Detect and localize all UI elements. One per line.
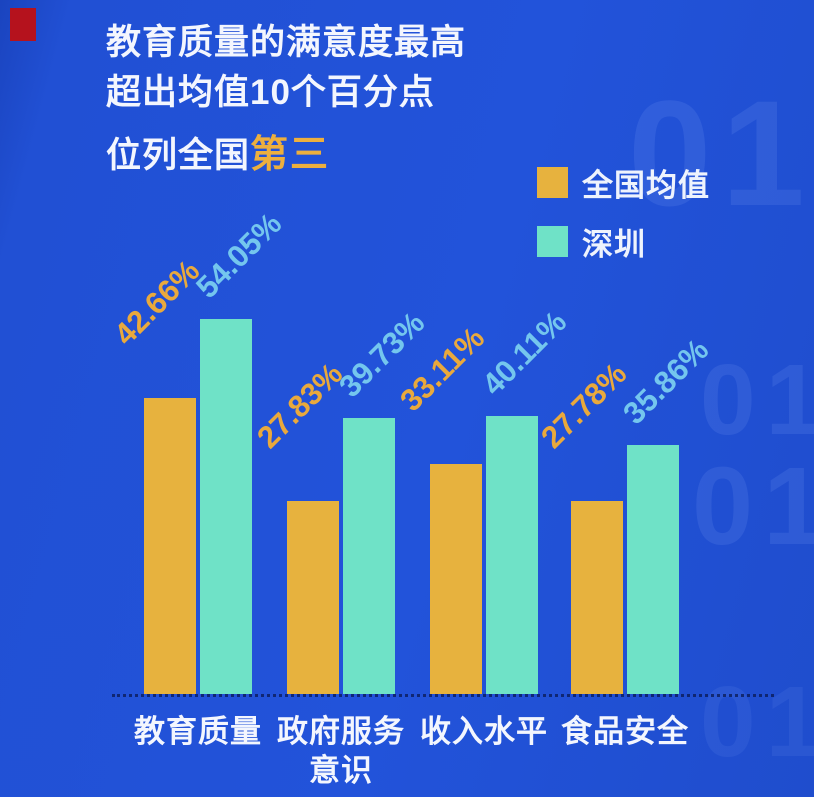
background-digits-watermark: 01: [628, 69, 814, 237]
bar-shenzhen-1: [343, 418, 395, 694]
bar-value-label: 54.05%: [189, 205, 289, 305]
title-line-2: 超出均值10个百分点: [106, 73, 435, 112]
bar-shenzhen-0: [200, 319, 252, 694]
legend-swatch-orange: [537, 167, 568, 198]
bar-value-label: 42.66%: [107, 252, 207, 352]
bar-value-label: 40.11%: [475, 304, 574, 402]
category-label-0: 教育质量: [134, 714, 262, 749]
legend-swatch-teal: [537, 226, 568, 257]
bar-national-average-0: [144, 398, 196, 694]
title-line-3-prefix: 位列全国: [106, 136, 251, 175]
x-axis-baseline: [112, 694, 774, 697]
bar-shenzhen-2: [486, 416, 538, 694]
title-line-1: 教育质量的满意度最高: [106, 23, 467, 62]
bar-national-average-3: [571, 501, 623, 694]
background-digits-watermark: 01: [692, 445, 814, 568]
bar-shenzhen-3: [627, 445, 679, 694]
category-label-2: 收入水平: [420, 714, 548, 749]
background-digits-watermark: 01: [700, 666, 814, 778]
bar-national-average-1: [287, 501, 339, 694]
category-label-1: 政府服务意识: [277, 714, 405, 788]
category-label-3: 食品安全: [561, 714, 689, 749]
chart-legend: 全国均值 深圳: [537, 160, 710, 278]
red-corner-mark: [10, 8, 36, 41]
title-line-3: 位列全国第三: [106, 130, 466, 181]
legend-label: 全国均值: [582, 168, 710, 203]
legend-item-shenzhen: 深圳: [537, 219, 710, 264]
title-rank-accent: 第三: [250, 134, 331, 176]
legend-item-national-average: 全国均值: [537, 160, 710, 205]
bar-value-label: 27.83%: [250, 355, 350, 455]
legend-label: 深圳: [582, 227, 646, 262]
bar-national-average-2: [430, 464, 482, 694]
background-digits-watermark: 01: [700, 344, 814, 456]
page-title: 教育质量的满意度最高 超出均值10个百分点 位列全国第三: [106, 18, 466, 181]
